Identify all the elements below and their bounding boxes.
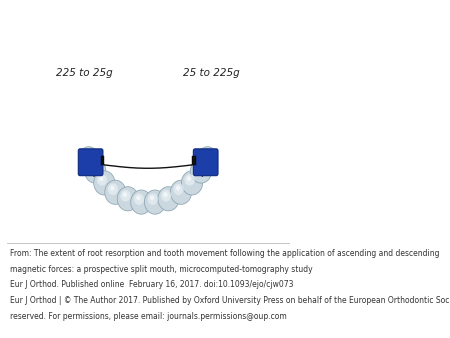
Circle shape — [90, 164, 94, 169]
Bar — [192, 156, 196, 165]
Text: magnetic forces: a prospective split mouth, microcomputed-tomography study: magnetic forces: a prospective split mou… — [10, 265, 313, 273]
Circle shape — [174, 184, 184, 195]
Circle shape — [105, 180, 126, 204]
Text: reserved. For permissions, please email: journals.permissions@oup.com: reserved. For permissions, please email:… — [10, 312, 287, 321]
Circle shape — [79, 147, 98, 168]
Circle shape — [86, 158, 94, 168]
Circle shape — [121, 190, 130, 201]
Circle shape — [134, 193, 144, 205]
Circle shape — [88, 162, 98, 174]
Circle shape — [85, 159, 106, 183]
Circle shape — [82, 150, 91, 160]
Circle shape — [84, 152, 88, 156]
Circle shape — [97, 174, 107, 186]
Circle shape — [150, 195, 154, 200]
Circle shape — [158, 187, 179, 211]
Circle shape — [203, 152, 207, 156]
Circle shape — [99, 176, 104, 181]
Text: From: The extent of root resorption and tooth movement following the application: From: The extent of root resorption and … — [10, 249, 440, 258]
Circle shape — [190, 159, 212, 183]
Circle shape — [184, 174, 195, 186]
FancyBboxPatch shape — [78, 149, 103, 176]
Circle shape — [83, 155, 102, 176]
Circle shape — [196, 164, 200, 169]
Text: 225 to 25g: 225 to 25g — [56, 69, 112, 78]
Circle shape — [130, 190, 152, 214]
Circle shape — [136, 195, 140, 200]
Circle shape — [198, 147, 217, 168]
Circle shape — [163, 192, 167, 197]
Circle shape — [187, 176, 191, 181]
Circle shape — [194, 162, 204, 174]
Circle shape — [181, 171, 203, 195]
Text: Eur J Orthod. Published online  February 16, 2017. doi:10.1093/ejo/cjw073: Eur J Orthod. Published online February … — [10, 280, 294, 289]
Text: 25 to 225g: 25 to 225g — [183, 69, 240, 78]
Circle shape — [201, 150, 210, 160]
Circle shape — [161, 190, 171, 201]
Circle shape — [94, 171, 115, 195]
Text: Eur J Orthod | © The Author 2017. Published by Oxford University Press on behalf: Eur J Orthod | © The Author 2017. Publis… — [10, 296, 450, 305]
Circle shape — [176, 186, 180, 191]
Circle shape — [194, 155, 214, 176]
Bar — [101, 156, 104, 165]
Circle shape — [171, 180, 192, 204]
Circle shape — [110, 186, 114, 191]
Circle shape — [108, 184, 118, 195]
Circle shape — [198, 158, 207, 168]
Circle shape — [148, 193, 158, 205]
Circle shape — [144, 190, 166, 214]
FancyBboxPatch shape — [194, 149, 218, 176]
Circle shape — [117, 187, 139, 211]
Circle shape — [123, 192, 127, 197]
Circle shape — [199, 160, 203, 164]
Circle shape — [88, 160, 91, 164]
